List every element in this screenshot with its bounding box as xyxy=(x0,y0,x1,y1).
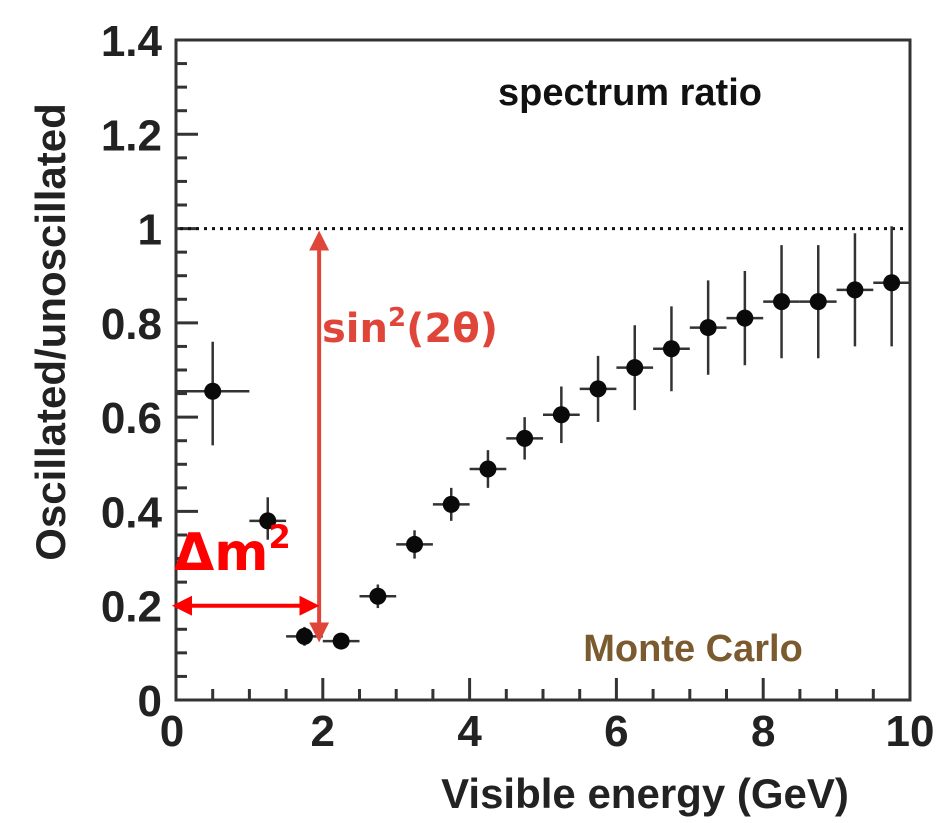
mixing-angle-label: sin2(2θ) xyxy=(322,303,498,352)
data-point xyxy=(773,293,791,311)
y-tick-label: 0.4 xyxy=(101,488,163,537)
y-axis-label: Oscillated/unoscillated xyxy=(27,103,74,560)
axis-tick-labels: 0 2 4 6 8 10 0 0.2 0.4 0.6 0.8 1 1.2 1.4 xyxy=(101,17,935,756)
chart-title: spectrum ratio xyxy=(498,72,762,114)
data-point xyxy=(662,340,680,358)
data-point xyxy=(442,495,460,513)
data-point xyxy=(883,274,901,292)
data-point xyxy=(626,359,644,377)
mixing-angle-label-tail: (2θ) xyxy=(406,306,498,352)
y-tick-label: 1 xyxy=(138,206,162,255)
y-tick-label: 1.2 xyxy=(101,111,162,160)
mixing-angle-label-base: sin xyxy=(322,306,388,352)
data-point xyxy=(406,535,424,553)
data-point xyxy=(479,460,497,478)
axis-ticks xyxy=(174,38,912,702)
data-points xyxy=(204,274,901,650)
data-point xyxy=(516,429,534,447)
x-tick-label: 10 xyxy=(886,707,935,756)
y-tick-label: 1.4 xyxy=(101,17,163,66)
data-point xyxy=(369,587,387,605)
data-point xyxy=(589,380,607,398)
monte-carlo-label: Monte Carlo xyxy=(583,628,803,670)
data-point xyxy=(846,281,864,299)
data-point xyxy=(809,293,827,311)
y-tick-label: 0 xyxy=(138,677,162,726)
x-tick-label: 6 xyxy=(604,707,628,756)
plot-frame xyxy=(174,38,912,702)
data-point xyxy=(736,309,754,327)
y-tick-label: 0.6 xyxy=(101,394,162,443)
x-tick-label: 0 xyxy=(160,707,184,756)
mass-splitting-label-base: Δm xyxy=(174,523,268,583)
y-tick-label: 0.8 xyxy=(101,300,162,349)
x-axis-label: Visible energy (GeV) xyxy=(441,770,849,817)
x-tick-label: 4 xyxy=(457,707,482,756)
error-bars xyxy=(176,226,910,649)
mass-splitting-label: Δm2 xyxy=(174,518,291,583)
x-tick-label: 8 xyxy=(751,707,775,756)
data-point xyxy=(259,512,277,530)
x-tick-label: 2 xyxy=(311,707,335,756)
data-point xyxy=(295,627,313,645)
data-point xyxy=(204,382,222,400)
data-point xyxy=(699,319,717,337)
y-tick-label: 0.2 xyxy=(101,583,162,632)
data-point xyxy=(552,406,570,424)
mass-splitting-label-sup: 2 xyxy=(268,518,290,556)
data-point xyxy=(332,632,350,650)
mixing-angle-label-sup: 2 xyxy=(388,303,406,333)
